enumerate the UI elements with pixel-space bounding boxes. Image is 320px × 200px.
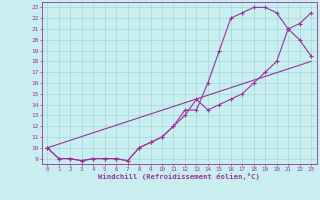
X-axis label: Windchill (Refroidissement éolien,°C): Windchill (Refroidissement éolien,°C): [98, 173, 260, 180]
